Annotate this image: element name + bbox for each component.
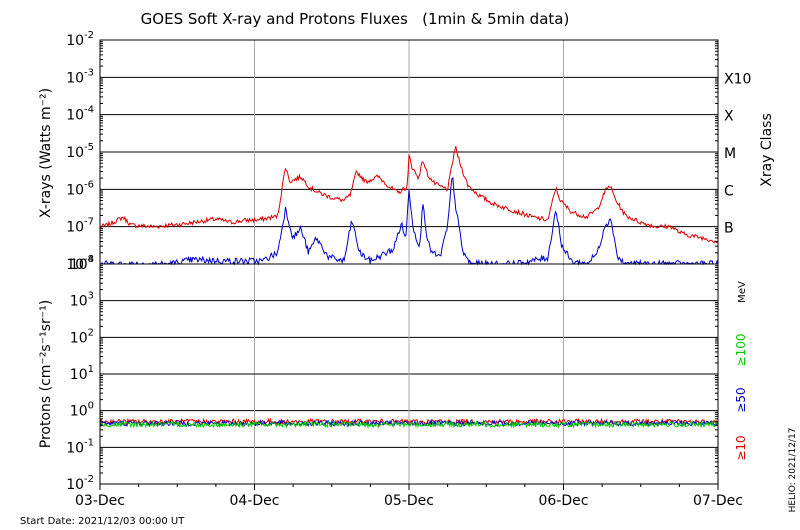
xray-y-tick-label: 10-5	[66, 142, 94, 161]
protons-y-tick-label: 101	[70, 364, 94, 383]
xray-series-line	[99, 145, 719, 244]
xray-series	[99, 145, 719, 266]
protons-y-tick-label: 102	[70, 327, 94, 346]
xray-class-label: B	[724, 221, 734, 237]
helio-stamp: HELIO: 2021/12/17	[788, 428, 798, 513]
xray-y-tick-label: 10-7	[66, 217, 94, 236]
protons-y-tick-label: 104	[70, 254, 94, 273]
legend-ge10: ≥10	[734, 435, 748, 460]
xray-y-tick-label: 10-2	[66, 30, 94, 49]
xray-y-tick-label: 10-3	[66, 67, 94, 86]
start-date: Start Date: 2021/12/03 00:00 UT	[20, 516, 185, 527]
xray-y-ticks: 10-8 10-7 10-6 10-5 10-4 10-3 10-2	[66, 30, 718, 273]
x-tick-label: 04-Dec	[230, 493, 280, 509]
x-tick-label: 06-Dec	[539, 493, 589, 509]
x-tick-label: 03-Dec	[75, 493, 125, 509]
legend-ge100: ≥100	[734, 334, 748, 367]
x-axis-ticks: 03-Dec 04-Dec 05-Dec 06-Dec 07-Dec	[75, 484, 743, 509]
xray-y-tick-label: 10-8	[66, 254, 94, 273]
protons-y-ticks: 10-2 10-1 100 101 102 103 104	[66, 254, 718, 493]
xray-class-label: C	[724, 183, 734, 199]
xray-class-labels: B C M X X10	[724, 71, 751, 236]
protons-y-tick-label: 100	[70, 401, 94, 420]
xray-class-axis-label: Xray Class	[759, 113, 775, 187]
x-tick-label: 07-Dec	[693, 493, 743, 509]
protons-y-axis-label: Protons (cm⁻²s⁻¹sr⁻¹)	[38, 300, 54, 449]
legend-ge50: ≥50	[734, 387, 748, 412]
chart-title: GOES Soft X-ray and Protons Fluxes (1min…	[141, 10, 570, 28]
xray-y-tick-label: 10-4	[66, 105, 94, 124]
x-tick-label: 05-Dec	[384, 493, 434, 509]
protons-y-tick-label: 10-1	[66, 437, 94, 456]
xray-class-label: X10	[724, 71, 751, 87]
protons-series-line	[99, 420, 719, 429]
protons-grid	[100, 263, 718, 485]
protons-y-tick-label: 103	[70, 291, 94, 310]
xray-class-label: X	[724, 109, 734, 125]
xray-class-label: M	[724, 146, 736, 162]
protons-series	[99, 417, 719, 429]
xray-grid	[100, 39, 718, 265]
protons-unit-label: MeV	[737, 281, 748, 303]
xray-series-line	[100, 176, 719, 266]
protons-y-tick-label: 10-2	[66, 474, 94, 493]
xray-y-axis-label: X-rays (Watts m⁻²)	[38, 88, 54, 218]
protons-panel: 10-2 10-1 100 101 102 103 104 Protons (cm⁻²s⁻¹…	[38, 254, 748, 493]
xray-panel: 10-8 10-7 10-6 10-5 10-4 10-3 10-2 B C M X X10 X-r…	[38, 30, 775, 273]
xray-y-tick-label: 10-6	[66, 179, 94, 198]
